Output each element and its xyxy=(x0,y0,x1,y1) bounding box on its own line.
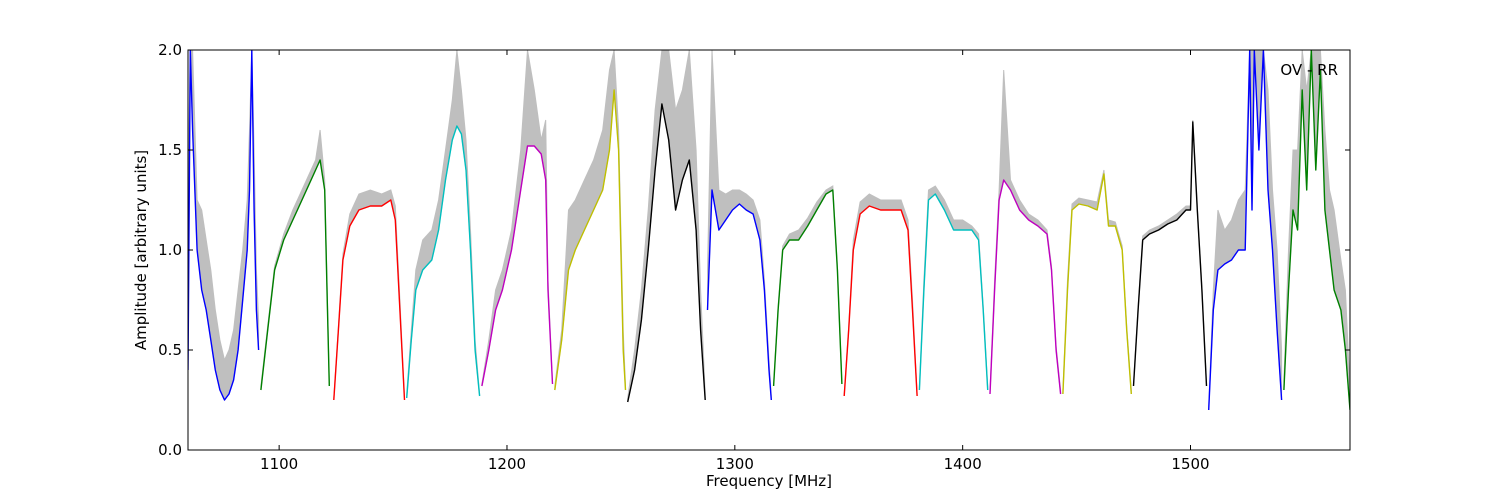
x-axis: 1100 1200 1300 1400 1500 xyxy=(260,50,1210,473)
envelope-area-11 xyxy=(989,69,1062,395)
envelope-area-2 xyxy=(333,189,405,401)
x-axis-label: Frequency [MHz] xyxy=(706,472,832,490)
envelope-area-13 xyxy=(1133,119,1207,387)
envelope-area-7 xyxy=(707,50,772,401)
series-line-3 xyxy=(406,125,481,399)
y-axis: 0.0 0.5 1.0 1.5 2.0 xyxy=(158,41,1350,459)
annotation-text: OV - RR xyxy=(1280,61,1338,79)
envelope-layer xyxy=(188,50,1350,411)
y-tick-label: 0.0 xyxy=(158,441,182,459)
envelope-area-1 xyxy=(260,129,330,391)
y-tick-label: 1.0 xyxy=(158,241,182,259)
series-line-7 xyxy=(706,189,772,401)
series-line-10 xyxy=(918,193,989,391)
series-line-11 xyxy=(989,179,1062,395)
series-line-13 xyxy=(1132,121,1208,387)
series-layer xyxy=(188,50,1350,411)
series-line-9 xyxy=(843,205,918,397)
series-line-14 xyxy=(1208,50,1283,411)
y-axis-label: Amplitude [arbitrary units] xyxy=(132,150,150,350)
y-tick-label: 2.0 xyxy=(158,41,182,59)
envelope-area-15 xyxy=(1283,50,1350,411)
x-tick-label: 1200 xyxy=(488,455,526,473)
envelope-area-12 xyxy=(1062,169,1132,395)
series-line-12 xyxy=(1062,173,1132,395)
series-line-1 xyxy=(260,159,330,391)
series-line-15 xyxy=(1283,50,1350,411)
series-line-0 xyxy=(188,50,260,401)
x-tick-label: 1400 xyxy=(944,455,982,473)
x-tick-label: 1100 xyxy=(260,455,298,473)
x-tick-label: 1300 xyxy=(716,455,754,473)
series-line-2 xyxy=(333,199,406,401)
x-tick-label: 1500 xyxy=(1171,455,1209,473)
series-line-4 xyxy=(481,145,554,387)
envelope-area-4 xyxy=(481,50,553,387)
envelope-area-10 xyxy=(918,185,989,391)
envelope-area-8 xyxy=(773,185,843,387)
plot-frame xyxy=(187,49,1351,451)
series-line-8 xyxy=(772,189,843,387)
series-line-6 xyxy=(627,103,706,403)
series-line-5 xyxy=(554,89,627,391)
y-tick-label: 0.5 xyxy=(158,341,182,359)
y-tick-label: 1.5 xyxy=(158,141,182,159)
envelope-area-6 xyxy=(627,50,706,403)
